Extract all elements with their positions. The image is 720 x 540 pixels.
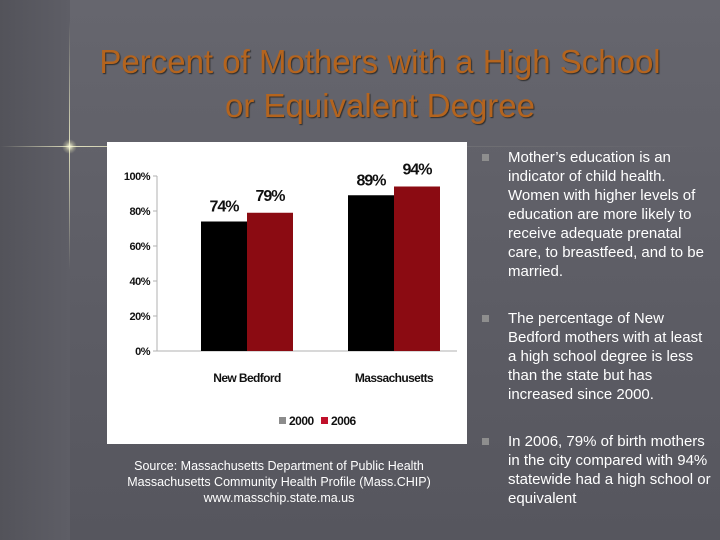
bullet-item: In 2006, 79% of birth mothers in the cit…	[478, 432, 714, 508]
legend-swatch-2006	[321, 417, 328, 424]
bar-chart: 0% 20% 40% 60% 80% 100% 74% 79% New Bedford 89% 94…	[124, 162, 457, 428]
bullet-item: Mother’s education is an indicator of ch…	[478, 148, 714, 281]
data-label: 79%	[255, 188, 285, 205]
bullet-square-icon	[482, 438, 489, 445]
bullet-text: Mother’s education is an indicator of ch…	[508, 149, 704, 280]
y-tick-label: 60%	[129, 241, 150, 253]
y-tick-label: 40%	[129, 276, 150, 288]
bar-2006-massachusetts	[394, 186, 440, 351]
y-tick-label: 100%	[124, 171, 151, 183]
y-tick-label: 80%	[129, 206, 150, 218]
sparkle-star-icon	[62, 139, 77, 154]
data-label: 74%	[209, 199, 239, 216]
source-line: Massachusetts Community Health Profile (…	[127, 475, 431, 489]
source-line: Source: Massachusetts Department of Publ…	[134, 459, 424, 473]
x-category-label: New Bedford	[213, 371, 281, 385]
bar-2000-massachusetts	[348, 195, 394, 351]
legend-swatch-2000	[279, 417, 286, 424]
legend-label: 2006	[331, 414, 357, 428]
chart-panel: 0% 20% 40% 60% 80% 100% 74% 79% New Bedford 89% 94…	[107, 142, 467, 444]
bullet-item: The percentage of New Bedford mothers wi…	[478, 309, 714, 404]
data-label: 94%	[402, 162, 432, 179]
bullet-text: In 2006, 79% of birth mothers in the cit…	[508, 433, 711, 507]
x-category-label: Massachusetts	[355, 371, 434, 385]
bullet-list: Mother’s education is an indicator of ch…	[478, 148, 714, 536]
source-citation: Source: Massachusetts Department of Publ…	[104, 458, 454, 506]
bar-2006-new-bedford	[247, 212, 293, 351]
legend-label: 2000	[289, 414, 315, 428]
bullet-square-icon	[482, 315, 489, 322]
data-label: 89%	[356, 172, 386, 189]
y-tick-label: 20%	[129, 311, 150, 323]
bullet-text: The percentage of New Bedford mothers wi…	[508, 310, 703, 403]
bar-2000-new-bedford	[201, 221, 247, 351]
bullet-square-icon	[482, 154, 489, 161]
source-url: www.masschip.state.ma.us	[203, 491, 355, 505]
y-tick-label: 0%	[135, 346, 151, 358]
slide-title: Percent of Mothers with a High School or…	[99, 43, 661, 124]
background-left-band	[0, 0, 70, 540]
